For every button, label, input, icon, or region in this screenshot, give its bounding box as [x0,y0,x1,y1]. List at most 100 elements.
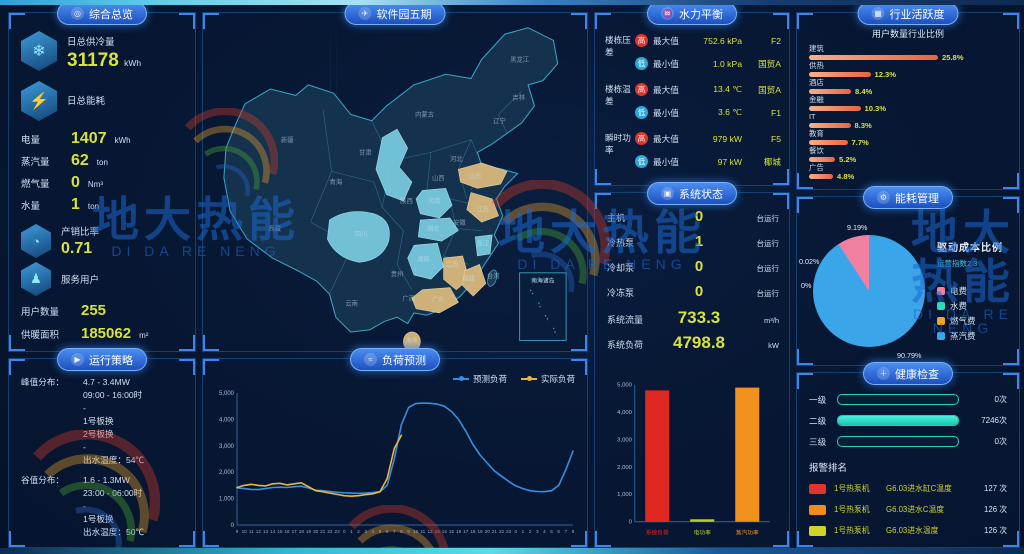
svg-text:16: 16 [456,529,462,534]
province-label: 台湾 [487,271,500,280]
svg-text:8: 8 [572,529,575,534]
industry-icon: ▦ [871,7,885,20]
industry-bar-row: 金融 10.3% [809,95,887,113]
pie-slice-label: 0% [801,281,812,290]
svg-text:19: 19 [306,529,312,534]
svg-text:3,000: 3,000 [219,444,235,450]
svg-text:5: 5 [550,529,553,534]
health-level-3: 三级 0次 [809,436,1007,447]
panel-forecast-header[interactable]: ≈ 负荷预测 [350,348,440,371]
alarm-ranking-title: 报警排名 [809,463,848,474]
province-label: 江苏 [476,205,489,214]
strategy-icon: ▶ [71,353,84,366]
province-label: 四川 [355,230,368,238]
svg-text:系统负荷: 系统负荷 [646,529,669,537]
low-badge: 低 [635,106,648,119]
highlight-provinces-cyan [327,128,493,280]
svg-text:0: 0 [515,529,518,534]
highlight-provinces-tan [403,162,508,352]
industry-bar-row: 广告 4.8% [809,163,855,181]
industry-chart-title: 用户数量行业比例 [871,29,944,39]
metric-daily-energy: ⚡ 日总能耗 [21,81,185,121]
metric-ratio: ◔ 产销比率 0.71 [21,224,185,258]
svg-text:2: 2 [357,529,360,534]
panel-overview-header[interactable]: ◎ 综合总览 [57,2,147,25]
svg-text:8: 8 [400,529,403,534]
province-label: 海南 [406,336,419,345]
panel-energy: ⚙ 能耗管理 9.19% 0.02% 0% 90.79% 驱动成本比例 运营指数2.3 … [796,186,1020,366]
panel-strategy-header[interactable]: ▶ 运行策略 [57,348,147,371]
svg-text:20: 20 [313,529,319,534]
stat-steam: 蒸汽量 62 ton [21,152,108,169]
panel-system-header[interactable]: ▣ 系统状态 [647,182,737,205]
svg-text:19: 19 [478,529,484,534]
province-label: 安徽 [453,217,466,226]
svg-text:21: 21 [492,529,498,534]
pie-legend-item[interactable]: 燃气费 [937,313,1013,328]
system-row-flow: 系统流量 733.3 m³/h [607,308,779,327]
svg-text:20: 20 [485,529,491,534]
load-forecast-chart: 0 1,000 2,000 3,000 4,000 5,000 9 10 11 12 13 14 15 1… [207,383,581,541]
industry-bar-row: IT 8.3% [809,112,872,130]
province-label: 河南 [428,196,441,205]
svg-text:12: 12 [256,529,262,534]
province-label: 吉林 [512,93,525,102]
svg-text:0: 0 [629,520,633,526]
svg-text:18: 18 [470,529,476,534]
province-label: 云南 [345,299,358,308]
pie-legend: 电费 水费 燃气费 蒸汽费 [937,283,1013,343]
pie-legend-item[interactable]: 水费 [937,298,1013,313]
panel-energy-header[interactable]: ⚙ 能耗管理 [863,186,953,209]
bottom-accent-bar [0,548,1024,554]
panel-system: ▣ 系统状态 主机 0 台运行 冷热泵 1 台运行 冷却泵 0 台运行 冷冻泵 0 台运行 系统流… [594,182,790,548]
province-label: 河北 [450,155,463,163]
province-label: 陕西 [400,196,413,205]
svg-text:南海诸岛: 南海诸岛 [531,276,554,284]
svg-text:2,000: 2,000 [617,465,632,471]
panel-hydraulic-header[interactable]: ♒ 水力平衡 [647,2,737,25]
system-row-coolingpump: 冷却泵 0 台运行 [607,258,779,275]
stat-electricity: 电量 1407 kWh [21,130,131,147]
province-label: 黑龙江 [510,55,530,64]
province-label: 青海 [330,177,343,186]
svg-text:2: 2 [529,529,532,534]
strategy-peak: 峰值分布： 4.7 - 3.4MW 09:00 - 16:00时 - 1号板换 … [21,377,145,465]
metric-daily-cooling: ❄ 日总供冷量 31178 kWh [21,31,185,72]
system-row-chilledpump: 冷冻泵 0 台运行 [607,283,779,300]
province-label: 贵州 [391,269,404,278]
province-label: 浙江 [476,238,489,247]
pie-slice-label: 9.19% [847,223,868,232]
health-icon: ＋ [877,367,890,380]
pie-legend-item[interactable]: 电费 [937,283,1013,298]
forecast-legend-item[interactable]: 实际负荷 [520,373,575,385]
alarm-row: 1号热泵机 G6.03进水缸C温度 127 次 [809,478,1007,499]
province-label: 山东 [469,171,482,180]
energy-icon: ⚙ [877,191,890,204]
stat-water: 水量 1 ton [21,196,100,213]
hydraulic-group-pressure: 楼栋压差 高最大值 752.6 kPa F2 低最小值 1.0 kPa 国贸A [605,34,781,70]
health-level-2: 二级 7246次 [809,415,1007,426]
province-label: 辽宁 [493,116,506,125]
panel-industry-header[interactable]: ▦ 行业活跃度 [857,2,959,25]
industry-bar-row: 教育 7.7% [809,129,869,147]
forecast-legend-item[interactable]: 预测负荷 [452,373,507,385]
pie-legend-item[interactable]: 蒸汽费 [937,328,1013,343]
snowflake-icon: ❄ [21,31,57,71]
panel-map-header[interactable]: ✈ 软件园五期 [344,2,446,25]
pie-slice-label: 0.02% [799,257,820,266]
svg-text:11: 11 [420,529,425,534]
province-label: 福建 [463,273,476,282]
svg-text:16: 16 [284,529,290,534]
panel-health-header[interactable]: ＋健康检查 [863,362,953,385]
svg-text:蒸汽功率: 蒸汽功率 [736,529,759,537]
svg-text:5,000: 5,000 [617,383,632,389]
svg-text:4,000: 4,000 [617,410,632,416]
forecast-legend: 预测负荷 实际负荷 [452,373,575,385]
province-label: 新疆 [281,135,294,144]
svg-text:0: 0 [231,523,235,529]
alarm-row: 1号热泵机 G6.03进水温度 126 次 [809,520,1007,541]
pie-title: 驱动成本比例 [937,243,1003,254]
svg-text:22: 22 [327,529,333,534]
